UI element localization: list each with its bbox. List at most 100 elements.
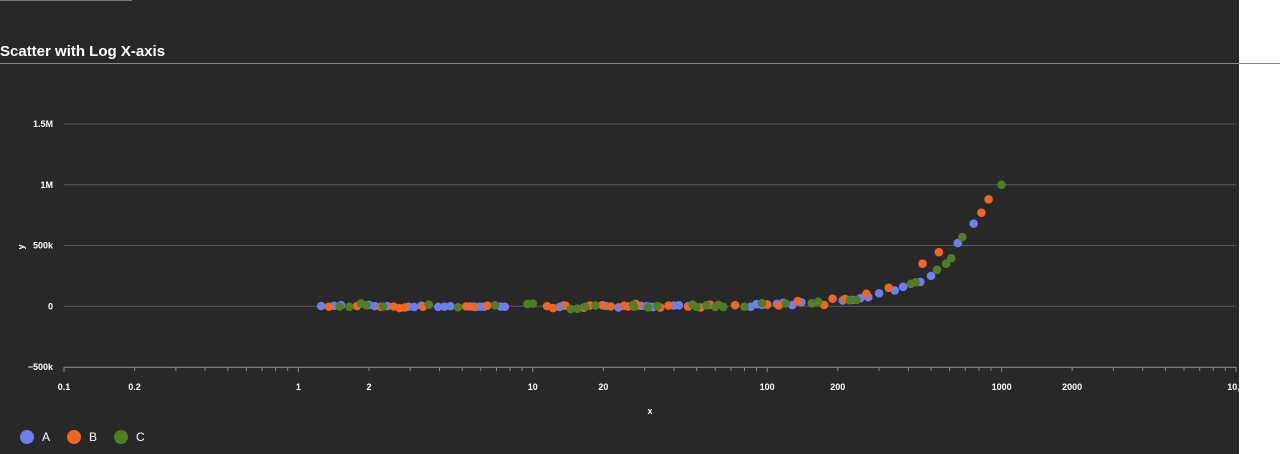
data-point-c[interactable]: [453, 302, 463, 312]
data-point-c[interactable]: [740, 302, 749, 312]
data-point-c[interactable]: [852, 295, 861, 305]
grid-lines: [64, 123, 1236, 368]
data-point-c[interactable]: [490, 300, 500, 310]
data-point-a[interactable]: [409, 302, 419, 312]
legend-swatch-b: [67, 430, 82, 444]
legend-swatch-a: [20, 430, 34, 444]
data-point-c[interactable]: [335, 302, 344, 311]
data-point-c[interactable]: [946, 253, 956, 263]
data-point-c[interactable]: [997, 180, 1006, 190]
data-point-b[interactable]: [884, 283, 894, 293]
data-point-c[interactable]: [911, 278, 920, 287]
data-point-a[interactable]: [500, 302, 510, 312]
data-point-b[interactable]: [483, 301, 492, 310]
data-point-c[interactable]: [591, 301, 600, 310]
data-point-c[interactable]: [424, 300, 434, 309]
y-axis-label: y: [16, 244, 26, 249]
legend-item-b[interactable]: B: [67, 430, 97, 444]
data-point-c[interactable]: [719, 302, 728, 312]
data-point-b[interactable]: [461, 302, 471, 311]
data-point-b[interactable]: [324, 302, 334, 311]
data-point-a[interactable]: [433, 302, 443, 312]
data-point-b[interactable]: [828, 294, 837, 304]
legend-item-c[interactable]: C: [114, 430, 145, 444]
data-point-c[interactable]: [781, 299, 791, 308]
data-point-a[interactable]: [446, 301, 455, 311]
data-point-b[interactable]: [774, 301, 784, 310]
data-point-a[interactable]: [674, 300, 684, 310]
top-tab-indicator: [0, 0, 132, 1]
data-point-b[interactable]: [598, 300, 607, 310]
data-point-a[interactable]: [874, 288, 884, 298]
legend: A B C: [20, 430, 162, 444]
legend-item-a[interactable]: A: [20, 430, 50, 444]
data-point-c[interactable]: [653, 301, 662, 311]
data-point-c[interactable]: [941, 259, 951, 269]
data-point-b[interactable]: [664, 301, 674, 310]
x-tick-label: 100: [760, 382, 775, 392]
x-tick-label: 20: [598, 382, 608, 392]
data-point-c[interactable]: [362, 300, 371, 310]
legend-label-c: C: [136, 430, 145, 444]
x-tick-label: 2000: [1062, 382, 1082, 392]
data-point-a[interactable]: [953, 238, 963, 248]
x-axis-ticks: 0.1 0.2 1 2 10 20 100 200 1000 2000 10,0: [58, 367, 1239, 392]
data-point-c[interactable]: [345, 302, 354, 312]
data-point-b[interactable]: [977, 208, 986, 217]
data-point-c[interactable]: [845, 295, 855, 305]
y-tick-label: −500k: [28, 362, 54, 372]
data-point-c[interactable]: [629, 302, 639, 312]
data-point-a[interactable]: [898, 282, 908, 292]
y-tick-label: 500k: [33, 241, 54, 251]
data-point-c[interactable]: [566, 304, 575, 314]
data-point-b[interactable]: [918, 259, 927, 269]
chart-title: Scatter with Log X-axis: [0, 43, 166, 60]
series-c: [335, 180, 1006, 314]
x-tick-label: 10: [528, 382, 538, 392]
data-point-b[interactable]: [469, 302, 479, 312]
data-point-c[interactable]: [643, 303, 653, 312]
data-point-c[interactable]: [692, 302, 701, 312]
data-point-b[interactable]: [400, 303, 410, 312]
series-a: [316, 219, 978, 312]
y-tick-label: 1M: [40, 180, 53, 190]
data-point-c[interactable]: [702, 300, 711, 310]
x-tick-label: 1000: [992, 382, 1012, 392]
x-tick-label: 2: [366, 382, 371, 392]
data-point-b[interactable]: [862, 289, 871, 299]
x-tick-label: 10,0: [1227, 382, 1239, 392]
data-point-b[interactable]: [548, 303, 558, 313]
title-divider: [0, 63, 1280, 64]
data-point-c[interactable]: [958, 232, 967, 242]
y-tick-label: 1.5M: [33, 119, 53, 129]
data-point-c[interactable]: [757, 298, 767, 308]
legend-label-a: A: [42, 430, 51, 444]
data-point-a[interactable]: [926, 271, 936, 281]
x-tick-label: 0.2: [128, 382, 141, 392]
y-tick-label: 0: [48, 301, 53, 311]
legend-swatch-c: [114, 430, 129, 444]
data-point-c[interactable]: [813, 297, 823, 306]
x-tick-label: 0.1: [58, 382, 71, 392]
data-point-c[interactable]: [932, 265, 942, 275]
data-point-c[interactable]: [581, 302, 590, 311]
data-point-b[interactable]: [606, 302, 616, 311]
data-point-a[interactable]: [316, 301, 326, 311]
x-tick-label: 200: [830, 382, 845, 392]
x-axis-label: x: [647, 406, 652, 416]
chart-panel: Scatter with Log X-axis −500k 0 500k 1M 1.5M…: [0, 0, 1239, 454]
data-point-c[interactable]: [528, 299, 538, 308]
data-point-c[interactable]: [573, 304, 582, 313]
data-point-b[interactable]: [730, 300, 740, 310]
x-tick-label: 1: [296, 382, 301, 392]
y-tick-labels: −500k 0 500k 1M 1.5M: [28, 119, 54, 372]
data-points: [316, 180, 1006, 314]
legend-label-b: B: [89, 430, 98, 444]
data-point-b[interactable]: [934, 247, 944, 257]
data-point-c[interactable]: [378, 302, 388, 311]
data-point-a[interactable]: [969, 219, 978, 228]
data-point-b[interactable]: [793, 296, 803, 306]
data-point-b[interactable]: [984, 195, 993, 204]
series-b: [324, 195, 993, 313]
chart-plot: −500k 0 500k 1M 1.5M 0.1 0.2 1 2 10 20 100 200 1000 2…: [16, 119, 1239, 416]
